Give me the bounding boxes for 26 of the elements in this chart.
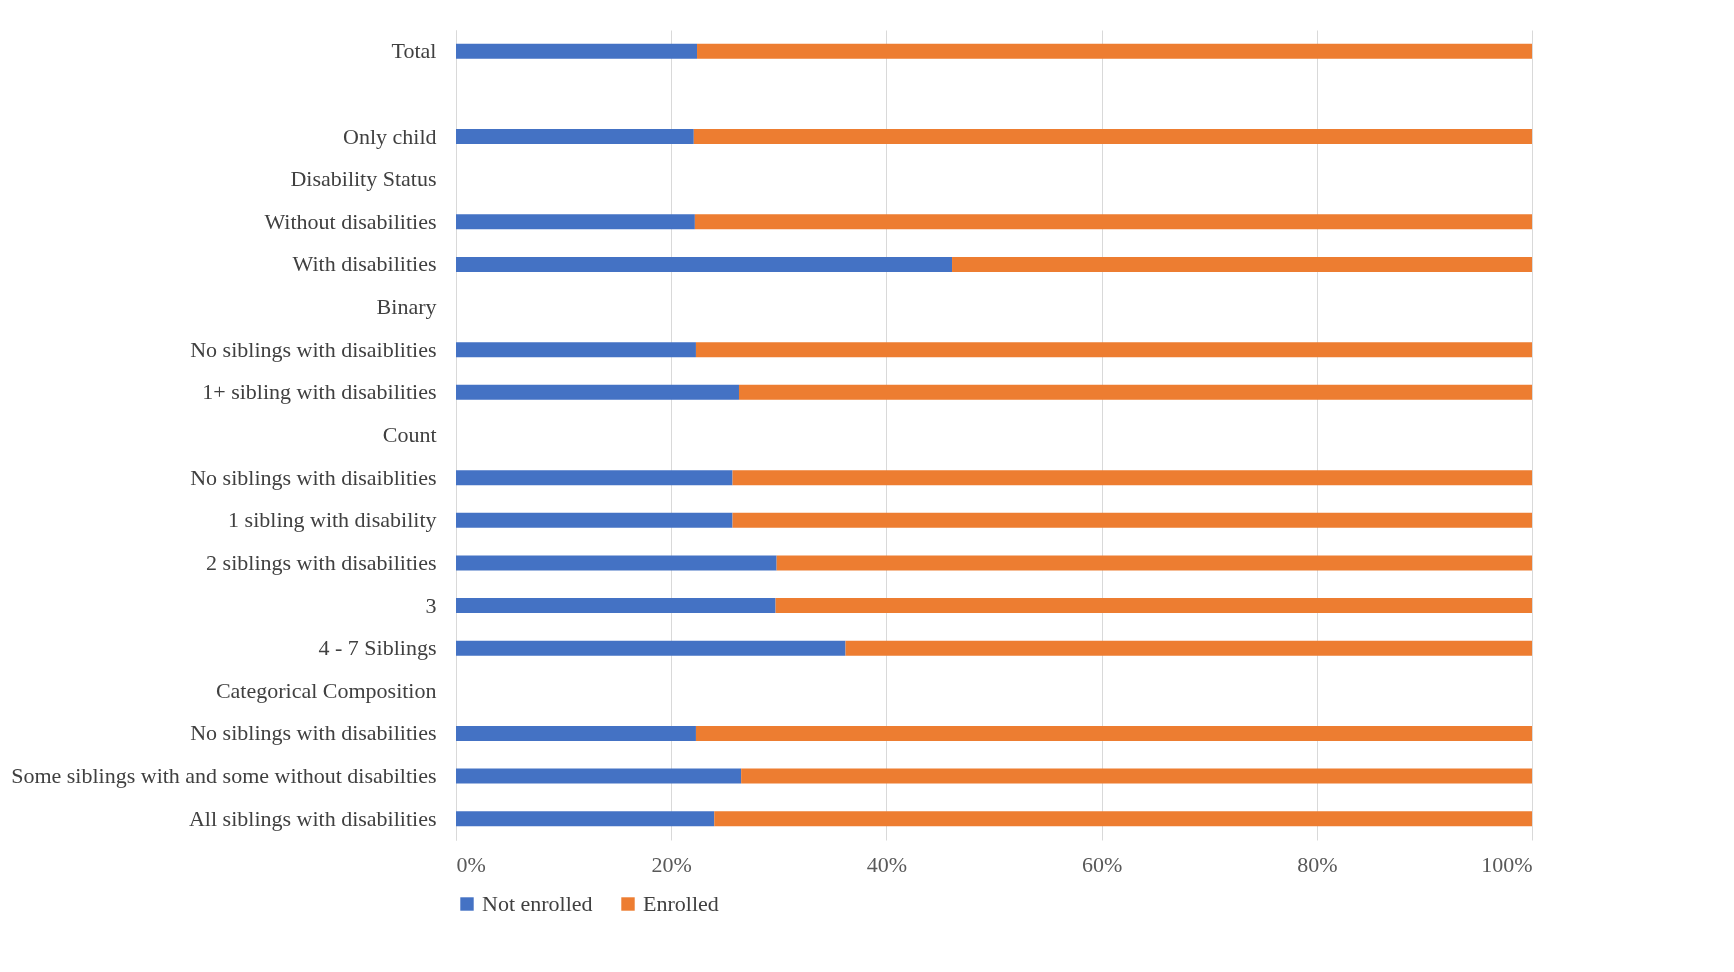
- x-tick-label: 40%: [866, 851, 908, 877]
- y-tick-label: Without disabilities: [264, 208, 437, 234]
- x-tick-label: 20%: [651, 851, 692, 877]
- y-tick-label: Categorical Composition: [215, 677, 437, 703]
- y-tick-label: No siblings with disaiblities: [190, 336, 437, 362]
- y-tick-label: 3: [425, 592, 437, 618]
- y-tick-label: All siblings with disabilities: [188, 805, 437, 831]
- x-tick-label: 60%: [1081, 851, 1123, 877]
- y-tick-label: 4 - 7 Siblings: [318, 635, 437, 661]
- y-tick-label: No siblings with disaiblities: [190, 464, 437, 490]
- y-tick-label: With disabilities: [292, 251, 437, 277]
- x-tick-label: 100%: [1481, 851, 1533, 877]
- y-tick-label: Some siblings with and some without disabilties: [11, 763, 437, 789]
- y-tick-label: 1+ sibling with disabilities: [202, 379, 437, 405]
- legend-label: Not enrolled: [482, 891, 593, 916]
- y-tick-label: Disability Status: [290, 166, 437, 192]
- x-tick-label: 0%: [456, 851, 486, 877]
- y-tick-label: Only child: [343, 123, 437, 149]
- y-tick-label: 2 siblings with disabilities: [206, 549, 437, 575]
- y-tick-label: Count: [382, 422, 437, 447]
- y-tick-label: No siblings with disabilities: [190, 720, 437, 746]
- y-tick-label: Total: [391, 38, 437, 64]
- legend-label: Enrolled: [643, 891, 719, 916]
- y-tick-label: Binary: [376, 294, 437, 320]
- x-tick-label: 80%: [1297, 851, 1338, 877]
- y-tick-label: 1 sibling with disability: [228, 507, 437, 533]
